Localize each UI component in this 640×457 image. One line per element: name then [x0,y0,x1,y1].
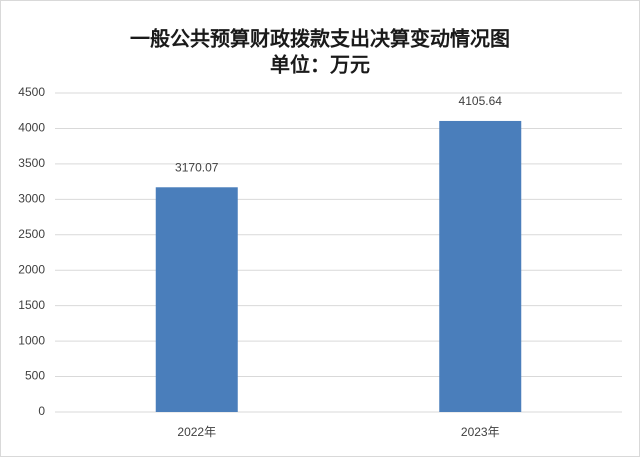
y-tick-label: 0 [38,404,45,418]
y-tick-label: 2500 [18,227,45,241]
y-tick-label: 3000 [18,192,45,206]
y-tick-label: 1000 [18,333,45,347]
bar [439,120,522,412]
y-tick-label: 4500 [18,85,45,99]
y-tick-label: 2000 [18,262,45,276]
bar [155,187,238,412]
y-tick-label: 500 [25,369,45,383]
chart-title: 一般公共预算财政拨款支出决算变动情况图 [130,26,510,50]
y-tick-label: 3500 [18,156,45,170]
data-label: 4105.64 [459,94,503,108]
data-label: 3170.07 [175,160,219,174]
x-tick-label: 2022年 [177,425,216,439]
chart-subtitle: 单位：万元 [270,52,370,76]
y-tick-label: 1500 [18,298,45,312]
x-tick-label: 2023年 [461,425,500,439]
y-tick-label: 4000 [18,121,45,135]
